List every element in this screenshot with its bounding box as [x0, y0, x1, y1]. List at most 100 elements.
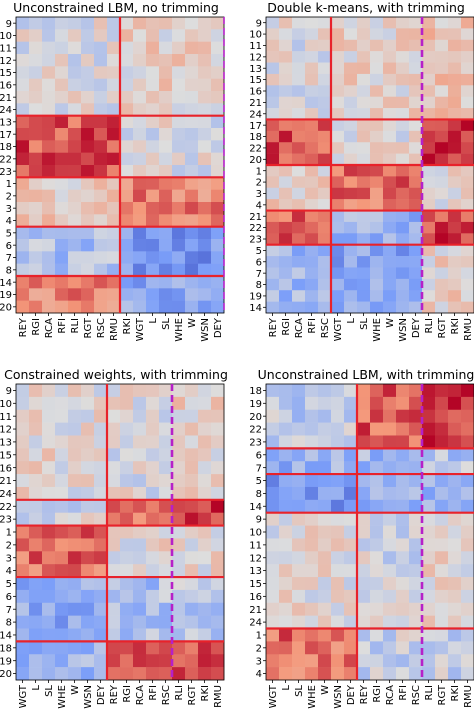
heatmap-cell: [81, 300, 95, 314]
heatmap-cell: [120, 202, 134, 215]
heatmap-cell: [172, 115, 186, 129]
heatmap-cell: [292, 290, 306, 302]
heatmap-cell: [94, 29, 108, 42]
heatmap-cell: [331, 396, 345, 411]
heatmap-cell: [357, 187, 371, 200]
heatmap-cell: [211, 602, 225, 616]
heatmap-cell: [107, 564, 121, 578]
heatmap-cell: [211, 202, 225, 215]
heatmap-cell: [94, 589, 108, 604]
heatmap-cell: [211, 128, 225, 141]
heatmap-cell: [279, 267, 293, 280]
heatmap-cell: [383, 628, 397, 642]
y-tick-label: 14: [0, 631, 12, 642]
heatmap-cell: [133, 66, 147, 79]
x-tick-label: RFI: [398, 685, 409, 701]
heatmap-cell: [133, 448, 147, 462]
heatmap-cell: [185, 409, 199, 423]
heatmap-cell: [422, 564, 436, 578]
y-tick-label: 8: [256, 280, 262, 291]
heatmap-cell: [435, 165, 449, 177]
heatmap-cell: [68, 384, 82, 398]
heatmap-cell: [159, 152, 173, 166]
heatmap-cell: [461, 564, 474, 578]
y-tick-label: 19: [249, 399, 262, 410]
heatmap-cell: [133, 54, 147, 67]
heatmap-cell: [266, 538, 280, 552]
heatmap-cell: [94, 165, 108, 178]
heatmap-cell: [172, 577, 186, 591]
heatmap-cell: [107, 654, 121, 668]
panel-bottom-left: Constrained weights, with trimming910111…: [0, 367, 228, 709]
heatmap-cell: [120, 486, 134, 501]
y-tick-label: 22: [249, 144, 262, 155]
heatmap-cell: [344, 564, 358, 578]
heatmap-cell: [422, 73, 436, 86]
y-tick-label: 20: [249, 155, 262, 166]
heatmap-cell: [172, 300, 186, 314]
heatmap-cell: [107, 615, 121, 629]
heatmap-cell: [159, 41, 173, 55]
heatmap-cell: [266, 301, 280, 314]
heatmap-cell: [81, 474, 95, 488]
heatmap-cell: [357, 108, 371, 120]
heatmap-cell: [29, 396, 43, 411]
heatmap-cell: [159, 577, 173, 591]
heatmap-cell: [159, 641, 173, 655]
heatmap-cell: [29, 202, 43, 215]
x-tick-label: RCA: [44, 318, 55, 338]
heatmap-cell: [279, 667, 293, 681]
heatmap-cell: [331, 199, 345, 211]
heatmap-cell: [448, 628, 462, 642]
heatmap-cell: [55, 78, 69, 92]
panel-title: Unconstrained LBM, no trimming: [13, 0, 219, 15]
heatmap-cell: [94, 551, 108, 565]
heatmap-cell: [68, 564, 82, 578]
x-tick-label: RLI: [70, 318, 81, 333]
x-tick-label: RFI: [307, 318, 318, 334]
heatmap-cell: [94, 564, 108, 578]
heatmap-cell: [55, 177, 69, 190]
y-tick-label: 4: [6, 566, 12, 577]
heatmap-cell: [42, 409, 56, 423]
heatmap-cell: [318, 187, 332, 200]
heatmap-cell: [370, 435, 384, 449]
heatmap-cell: [120, 577, 134, 591]
heatmap-cell: [318, 409, 332, 423]
heatmap-cell: [133, 602, 147, 616]
y-tick-label: 1: [256, 631, 262, 642]
heatmap-cell: [185, 251, 199, 264]
y-tick-label: 1: [6, 179, 12, 190]
heatmap-cell: [357, 602, 371, 616]
heatmap-cell: [448, 96, 462, 109]
heatmap-cell: [266, 108, 280, 120]
y-tick-label: 16: [0, 80, 12, 91]
heatmap-cell: [94, 54, 108, 67]
heatmap-cell: [279, 256, 293, 268]
heatmap-cell: [357, 165, 371, 177]
heatmap-cell: [344, 51, 358, 63]
heatmap-cell: [16, 128, 30, 141]
heatmap-cell: [29, 288, 43, 301]
heatmap-cell: [159, 17, 173, 30]
heatmap-cell: [198, 29, 212, 42]
heatmap-cell: [172, 177, 186, 190]
heatmap-cell: [159, 525, 173, 539]
heatmap-cell: [81, 276, 95, 289]
heatmap-cell: [331, 187, 345, 200]
heatmap-cell: [461, 577, 474, 591]
heatmap-cell: [198, 41, 212, 55]
heatmap-cell: [81, 29, 95, 42]
heatmap-cell: [159, 29, 173, 42]
heatmap-cell: [198, 654, 212, 668]
heatmap-cell: [344, 28, 358, 41]
x-tick-label: REY: [359, 684, 370, 704]
heatmap-cell: [383, 551, 397, 565]
heatmap-cell: [146, 641, 160, 655]
heatmap-cell: [266, 486, 280, 501]
heatmap-cell: [68, 239, 82, 252]
heatmap-cell: [344, 461, 358, 475]
heatmap-cell: [266, 210, 280, 223]
heatmap-cell: [344, 384, 358, 398]
heatmap-cell: [107, 396, 121, 411]
